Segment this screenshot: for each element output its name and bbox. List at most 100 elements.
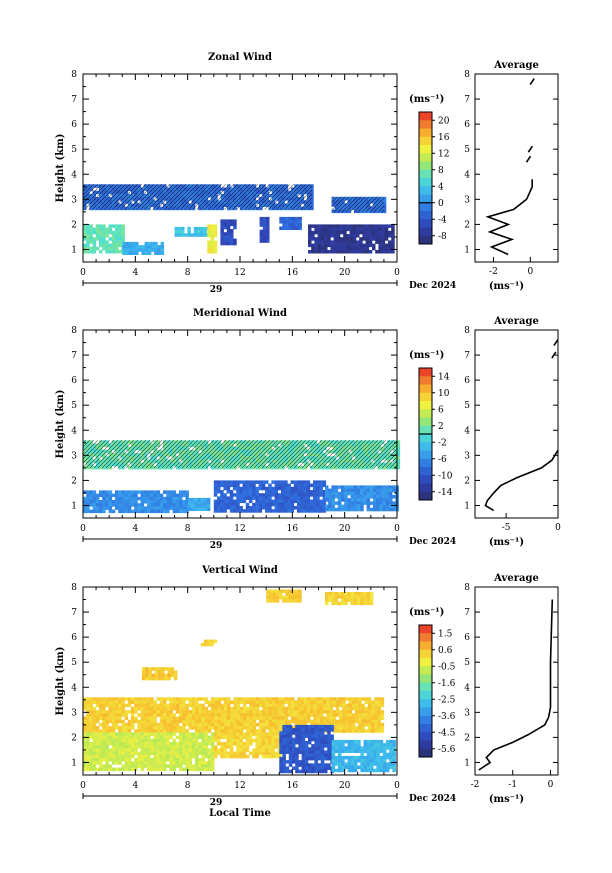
data-cell bbox=[288, 744, 293, 748]
data-cell bbox=[166, 748, 170, 752]
data-cell bbox=[182, 748, 186, 752]
data-cell bbox=[227, 716, 231, 720]
data-cell bbox=[355, 700, 359, 704]
data-cell bbox=[259, 710, 263, 714]
data-cell bbox=[317, 747, 322, 751]
data-cell bbox=[140, 758, 145, 762]
data-cell bbox=[262, 716, 266, 720]
data-cell bbox=[320, 731, 325, 735]
data-cell bbox=[140, 754, 145, 759]
data-cell bbox=[188, 710, 193, 714]
data-cell bbox=[115, 735, 119, 740]
data-cell bbox=[375, 224, 379, 228]
average-y-tick-label: 5 bbox=[464, 145, 470, 155]
data-cell bbox=[308, 250, 312, 254]
data-cell bbox=[102, 745, 106, 749]
data-cell bbox=[115, 719, 119, 724]
data-cell bbox=[124, 496, 129, 501]
data-cell bbox=[349, 250, 354, 254]
data-cell bbox=[131, 710, 135, 714]
data-cell bbox=[373, 768, 377, 773]
data-cell bbox=[249, 726, 253, 730]
data-cell bbox=[354, 762, 358, 766]
data-cell bbox=[331, 759, 336, 763]
data-cell bbox=[284, 700, 289, 704]
data-cell bbox=[282, 734, 286, 738]
data-cell bbox=[156, 713, 161, 717]
data-cell bbox=[281, 502, 285, 507]
data-cell bbox=[294, 722, 298, 727]
data-cell bbox=[389, 762, 393, 766]
data-cell bbox=[156, 703, 161, 708]
x-tick-label: 8 bbox=[185, 524, 191, 534]
data-cell bbox=[358, 716, 362, 720]
data-cell bbox=[246, 719, 250, 724]
data-cell bbox=[83, 742, 87, 746]
data-cell bbox=[362, 224, 366, 228]
data-cell bbox=[127, 729, 132, 733]
data-cell bbox=[118, 230, 122, 235]
data-cell bbox=[297, 509, 301, 513]
data-cell bbox=[281, 697, 285, 701]
data-cell bbox=[258, 738, 263, 743]
data-cell bbox=[288, 223, 293, 227]
data-cell bbox=[364, 713, 369, 717]
data-cell bbox=[147, 738, 151, 743]
data-cell bbox=[233, 493, 237, 497]
data-cell bbox=[118, 706, 122, 711]
data-cell bbox=[131, 767, 135, 772]
data-cell bbox=[211, 719, 215, 724]
data-cell bbox=[378, 240, 382, 244]
data-cell bbox=[371, 706, 375, 711]
data-cell bbox=[384, 246, 389, 251]
data-cell bbox=[357, 491, 361, 496]
data-cell bbox=[143, 729, 148, 733]
data-cell bbox=[227, 713, 231, 717]
data-cell bbox=[249, 506, 253, 510]
data-cell bbox=[220, 229, 224, 233]
data-cell bbox=[375, 240, 379, 244]
data-cell bbox=[175, 716, 180, 720]
data-cell bbox=[330, 734, 334, 738]
data-cell bbox=[89, 713, 93, 717]
data-cell bbox=[357, 504, 361, 509]
data-cell bbox=[198, 745, 202, 749]
data-cell bbox=[284, 719, 289, 724]
data-cell bbox=[220, 483, 224, 488]
data-cell bbox=[367, 697, 372, 701]
data-cell bbox=[233, 486, 237, 491]
data-cell bbox=[357, 749, 361, 753]
data-cell bbox=[274, 742, 279, 746]
data-cell bbox=[391, 237, 395, 241]
data-cell bbox=[371, 729, 375, 733]
data-cell bbox=[124, 748, 129, 752]
data-cell bbox=[95, 697, 100, 701]
data-cell bbox=[134, 493, 138, 498]
data-cell bbox=[83, 509, 87, 514]
y-tick-label: 8 bbox=[71, 326, 77, 336]
data-cell bbox=[242, 742, 247, 746]
data-cell bbox=[290, 490, 295, 494]
data-cell bbox=[311, 728, 315, 732]
data-cell bbox=[108, 503, 113, 507]
data-cell bbox=[163, 697, 167, 701]
data-cell bbox=[143, 726, 148, 730]
data-cell bbox=[121, 230, 125, 235]
data-cell bbox=[295, 737, 299, 742]
data-cell bbox=[217, 496, 221, 500]
data-cell bbox=[362, 227, 366, 232]
data-cell bbox=[282, 760, 286, 764]
data-cell bbox=[141, 251, 145, 255]
data-cell bbox=[345, 729, 349, 733]
data-cell bbox=[229, 490, 234, 494]
data-cell bbox=[92, 729, 97, 733]
data-cell bbox=[310, 700, 314, 704]
data-cell bbox=[307, 703, 311, 708]
data-cell bbox=[316, 493, 320, 497]
average-y-tick-label: 2 bbox=[464, 476, 470, 486]
data-cell bbox=[201, 710, 205, 714]
data-cell bbox=[156, 732, 161, 736]
data-cell bbox=[227, 700, 231, 704]
data-cell bbox=[324, 224, 328, 228]
data-cell bbox=[255, 735, 259, 740]
